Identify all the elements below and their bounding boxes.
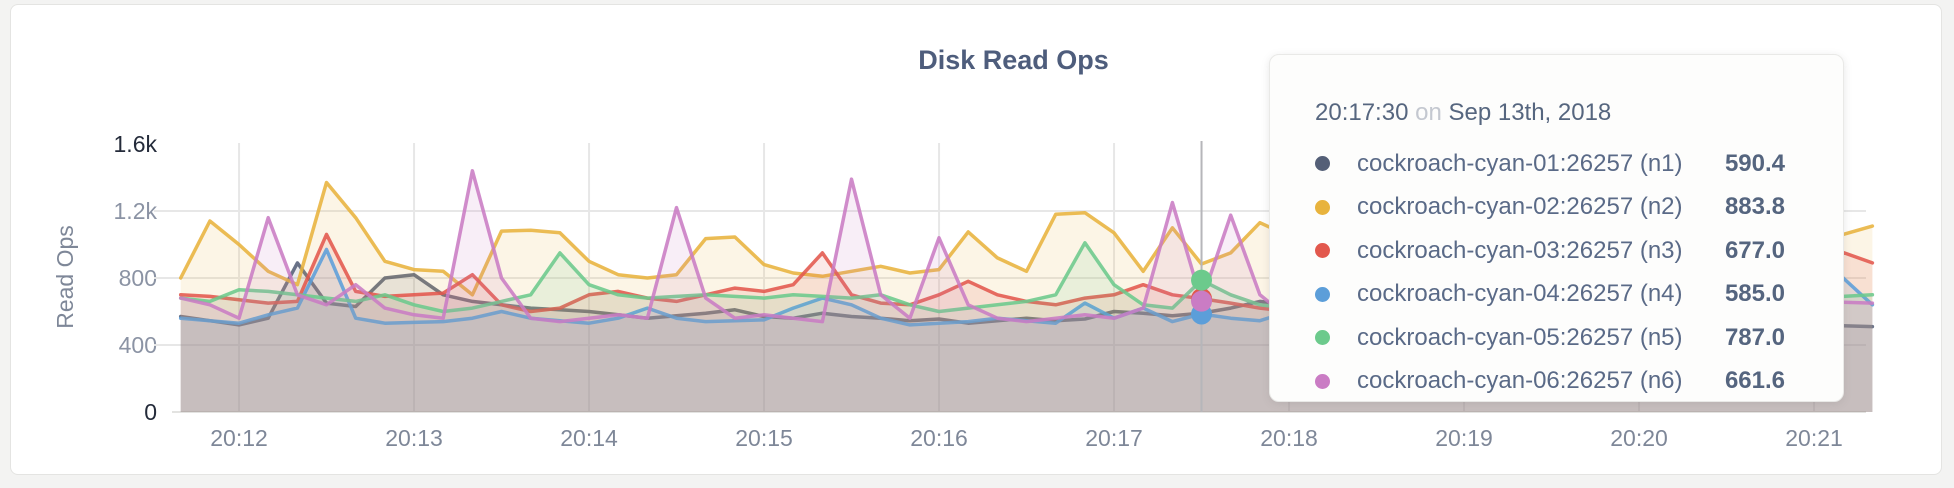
- chart-title: Disk Read Ops: [918, 45, 1109, 75]
- y-tick-800: 800: [118, 265, 157, 291]
- x-tick-20:16: 20:16: [910, 425, 968, 451]
- tooltip-series-label: cockroach-cyan-02:26257 (n2): [1357, 193, 1683, 221]
- y-tick-1.6k: 1.6k: [113, 131, 157, 157]
- hover-dot-n6: [1191, 290, 1213, 312]
- tooltip-row-n2: cockroach-cyan-02:26257 (n2) 883.8: [1315, 186, 1785, 230]
- tooltip-row-n6: cockroach-cyan-06:26257 (n6) 661.6: [1315, 360, 1785, 404]
- series-color-dot-n4: [1315, 286, 1330, 302]
- tooltip-series-label: cockroach-cyan-06:26257 (n6): [1357, 367, 1683, 395]
- tooltip-series-label: cockroach-cyan-04:26257 (n4): [1357, 280, 1683, 308]
- chart-hover-tooltip: 20:17:30 on Sep 13th, 2018 cockroach-cya…: [1269, 54, 1844, 402]
- tooltip-row-n3: cockroach-cyan-03:26257 (n3) 677.0: [1315, 229, 1785, 273]
- x-tick-20:13: 20:13: [385, 425, 443, 451]
- tooltip-time: 20:17:30: [1315, 99, 1409, 126]
- series-color-dot-n5: [1315, 330, 1330, 346]
- tooltip-series-label: cockroach-cyan-05:26257 (n5): [1357, 323, 1683, 351]
- tooltip-series-label: cockroach-cyan-03:26257 (n3): [1357, 236, 1683, 264]
- hover-dot-n5: [1191, 269, 1213, 291]
- tooltip-series-value: 883.8: [1724, 193, 1785, 221]
- series-color-dot-n1: [1315, 156, 1330, 172]
- series-color-dot-n2: [1315, 199, 1330, 215]
- tooltip-rows: cockroach-cyan-01:26257 (n1) 590.4 cockroa…: [1315, 142, 1785, 403]
- tooltip-preposition: on: [1415, 99, 1442, 126]
- x-tick-20:18: 20:18: [1260, 425, 1318, 451]
- chart-panel: Disk Read Ops Read Ops 1.6k 1.2k 800 400 0 2…: [10, 4, 1942, 475]
- x-tick-20:14: 20:14: [560, 425, 618, 451]
- tooltip-row-n5: cockroach-cyan-05:26257 (n5) 787.0: [1315, 316, 1785, 360]
- tooltip-series-label: cockroach-cyan-01:26257 (n1): [1357, 149, 1683, 177]
- tooltip-series-value: 661.6: [1724, 367, 1785, 395]
- tooltip-header: 20:17:30 on Sep 13th, 2018: [1315, 98, 1785, 128]
- tooltip-series-value: 590.4: [1724, 149, 1785, 177]
- x-tick-20:19: 20:19: [1435, 425, 1493, 451]
- x-tick-20:17: 20:17: [1085, 425, 1143, 451]
- tooltip-row-n1: cockroach-cyan-01:26257 (n1) 590.4: [1315, 142, 1785, 186]
- x-tick-20:15: 20:15: [735, 425, 793, 451]
- y-tick-400: 400: [118, 332, 157, 358]
- y-tick-1.2k: 1.2k: [113, 198, 157, 224]
- x-tick-20:21: 20:21: [1785, 425, 1843, 451]
- tooltip-series-value: 787.0: [1724, 323, 1785, 351]
- tooltip-date: Sep 13th, 2018: [1448, 99, 1612, 126]
- series-color-dot-n6: [1315, 373, 1330, 389]
- x-tick-20:20: 20:20: [1610, 425, 1668, 451]
- tooltip-row-n4: cockroach-cyan-04:26257 (n4) 585.0: [1315, 273, 1785, 317]
- tooltip-series-value: 677.0: [1724, 236, 1785, 264]
- x-tick-20:12: 20:12: [210, 425, 268, 451]
- y-tick-0: 0: [144, 399, 157, 425]
- series-color-dot-n3: [1315, 243, 1330, 259]
- tooltip-series-value: 585.0: [1724, 280, 1785, 308]
